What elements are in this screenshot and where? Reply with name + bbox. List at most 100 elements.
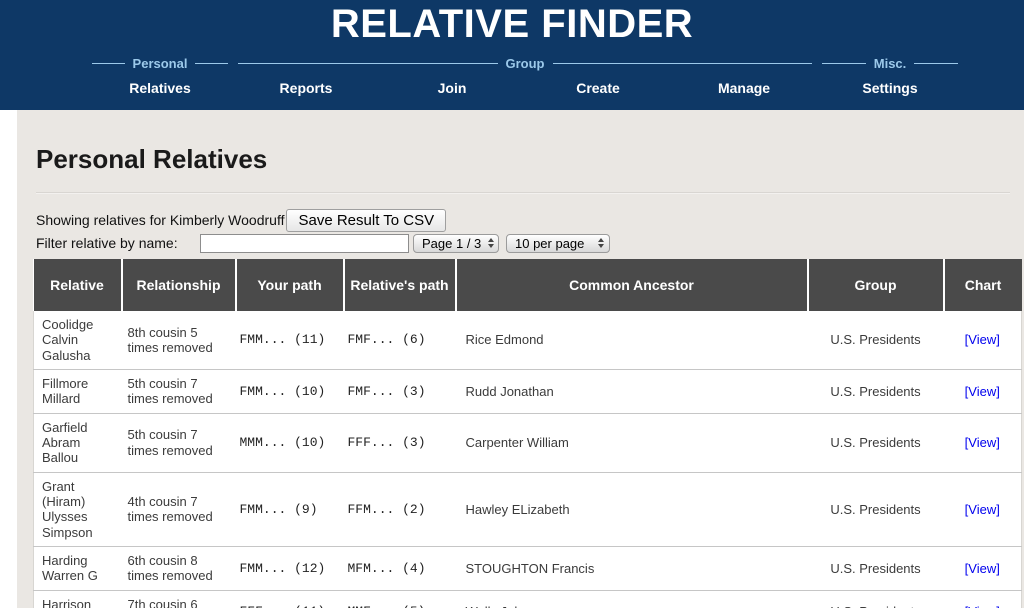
divider-line	[914, 62, 959, 64]
common-ancestor-cell: Wells John	[455, 590, 808, 608]
nav-item-join[interactable]: Join	[437, 80, 467, 96]
table-row: Garfield Abram Ballou 5th cousin 7 times…	[33, 413, 1022, 473]
table-row: Grant (Hiram) Ulysses Simpson 4th cousin…	[33, 472, 1022, 547]
per-page-select[interactable]: 10 per page	[506, 233, 610, 253]
table-row: Fillmore Millard 5th cousin 7 times remo…	[33, 369, 1022, 414]
nav-section-labels: Personal Group Misc.	[87, 55, 963, 71]
group-cell: U.S. Presidents	[807, 590, 944, 608]
common-ancestor-cell: Rice Edmond	[455, 311, 808, 370]
your-path-cell: FMM... (10)	[235, 369, 344, 414]
view-chart-link[interactable]: [View]	[964, 501, 1000, 517]
divider-line	[822, 62, 866, 64]
relatives-path-cell: FFM... (2)	[343, 472, 456, 547]
relatives-path-cell: FFF... (3)	[343, 413, 456, 473]
content-area: Personal Relatives Showing relatives for…	[17, 110, 1024, 608]
chart-cell: [View]	[943, 413, 1022, 473]
nav-section-misc: Misc.	[817, 55, 963, 71]
chart-cell: [View]	[943, 311, 1022, 370]
group-cell: U.S. Presidents	[807, 472, 944, 547]
relationship-cell: 6th cousin 8 times removed	[121, 546, 236, 591]
common-ancestor-cell: STOUGHTON Francis	[455, 546, 808, 591]
col-header-your-path: Your path	[235, 259, 345, 311]
nav-items: Relatives Reports Join Create Manage Set…	[87, 80, 963, 96]
table-row: Harrison Benjamin W. 7th cousin 6 times …	[33, 590, 1022, 608]
nav-item-reports[interactable]: Reports	[279, 80, 333, 96]
relatives-path-cell: MMF... (5)	[343, 590, 456, 608]
nav-section-group-label: Group	[505, 55, 545, 71]
col-header-chart: Chart	[943, 259, 1022, 311]
nav-item-relatives[interactable]: Relatives	[129, 80, 191, 96]
relative-name-cell: Fillmore Millard	[33, 369, 122, 414]
group-cell: U.S. Presidents	[807, 413, 944, 473]
divider-line	[195, 62, 229, 64]
relative-name-cell: Harrison Benjamin W.	[33, 590, 122, 608]
divider-line	[238, 62, 498, 64]
common-ancestor-cell: Rudd Jonathan	[455, 369, 808, 414]
table-row: Harding Warren G 6th cousin 8 times remo…	[33, 546, 1022, 591]
nav-section-misc-label: Misc.	[873, 55, 907, 71]
per-page-select-value: 10 per page	[515, 235, 585, 251]
nav-item-create[interactable]: Create	[576, 80, 620, 96]
your-path-cell: MMM... (10)	[235, 413, 344, 473]
table-row: Coolidge Calvin Galusha 8th cousin 5 tim…	[33, 311, 1022, 370]
your-path-cell: FMM... (12)	[235, 546, 344, 591]
your-path-cell: FFF... (11)	[235, 590, 344, 608]
nav-item-settings[interactable]: Settings	[862, 80, 918, 96]
col-header-common-ancestor: Common Ancestor	[455, 259, 809, 311]
relationship-cell: 5th cousin 7 times removed	[121, 413, 236, 473]
result-controls: Showing relatives for Kimberly Woodruff …	[36, 208, 1024, 253]
col-header-group: Group	[807, 259, 945, 311]
stepper-arrows-icon	[481, 238, 495, 248]
chart-cell: [View]	[943, 472, 1022, 547]
relatives-path-cell: MFM... (4)	[343, 546, 456, 591]
relationship-cell: 4th cousin 7 times removed	[121, 472, 236, 547]
group-cell: U.S. Presidents	[807, 369, 944, 414]
chart-cell: [View]	[943, 546, 1022, 591]
col-header-relatives-path: Relative's path	[343, 259, 457, 311]
arrow-up-icon	[598, 238, 604, 242]
view-chart-link[interactable]: [View]	[964, 332, 1000, 348]
your-path-cell: FMM... (11)	[235, 311, 344, 370]
site-title: RELATIVE FINDER	[330, 2, 694, 46]
filter-input[interactable]	[200, 233, 409, 253]
relative-name-cell: Harding Warren G	[33, 546, 122, 591]
showing-relatives-text: Showing relatives for Kimberly Woodruff	[36, 212, 285, 228]
relative-name-cell: Garfield Abram Ballou	[33, 413, 122, 473]
group-cell: U.S. Presidents	[807, 311, 944, 370]
relatives-table: Relative Relationship Your path Relative…	[33, 259, 1022, 608]
col-header-relative: Relative	[33, 259, 123, 311]
relative-name-cell: Grant (Hiram) Ulysses Simpson	[33, 472, 122, 547]
nav-section-group: Group	[233, 55, 817, 71]
nav-section-personal-label: Personal	[132, 55, 188, 71]
arrow-down-icon	[598, 244, 604, 248]
arrow-up-icon	[488, 238, 495, 242]
view-chart-link[interactable]: [View]	[965, 604, 1000, 608]
relationship-cell: 5th cousin 7 times removed	[121, 369, 236, 414]
common-ancestor-cell: Hawley ELizabeth	[455, 472, 808, 547]
relationship-cell: 7th cousin 6 times removed	[121, 590, 236, 608]
view-chart-link[interactable]: [View]	[964, 434, 1000, 450]
save-csv-button[interactable]: Save Result To CSV	[286, 208, 447, 232]
divider-line	[92, 62, 125, 64]
nav-item-manage[interactable]: Manage	[717, 80, 771, 96]
relatives-path-cell: FMF... (6)	[343, 311, 456, 370]
relative-name-cell: Coolidge Calvin Galusha	[33, 311, 122, 370]
view-chart-link[interactable]: [View]	[964, 383, 1000, 399]
nav: Personal Group Misc. Relatives Reports J…	[0, 55, 1024, 96]
heading-divider	[36, 192, 1010, 194]
your-path-cell: FMM... (9)	[235, 472, 344, 547]
divider-line	[552, 62, 812, 64]
page-title: Personal Relatives	[36, 144, 268, 174]
col-header-relationship: Relationship	[121, 259, 237, 311]
group-cell: U.S. Presidents	[807, 546, 944, 591]
site-header: RELATIVE FINDER Personal Group Misc. Rel…	[0, 0, 1024, 110]
view-chart-link[interactable]: [View]	[964, 560, 1000, 576]
relationship-cell: 8th cousin 5 times removed	[121, 311, 236, 370]
relatives-path-cell: FMF... (3)	[343, 369, 456, 414]
page-select[interactable]: Page 1 / 3	[413, 233, 499, 253]
stepper-arrows-icon	[591, 238, 604, 248]
table-header-row: Relative Relationship Your path Relative…	[33, 259, 1022, 311]
page-select-value: Page 1 / 3	[422, 235, 482, 251]
common-ancestor-cell: Carpenter William	[455, 413, 808, 473]
arrow-down-icon	[488, 244, 495, 248]
